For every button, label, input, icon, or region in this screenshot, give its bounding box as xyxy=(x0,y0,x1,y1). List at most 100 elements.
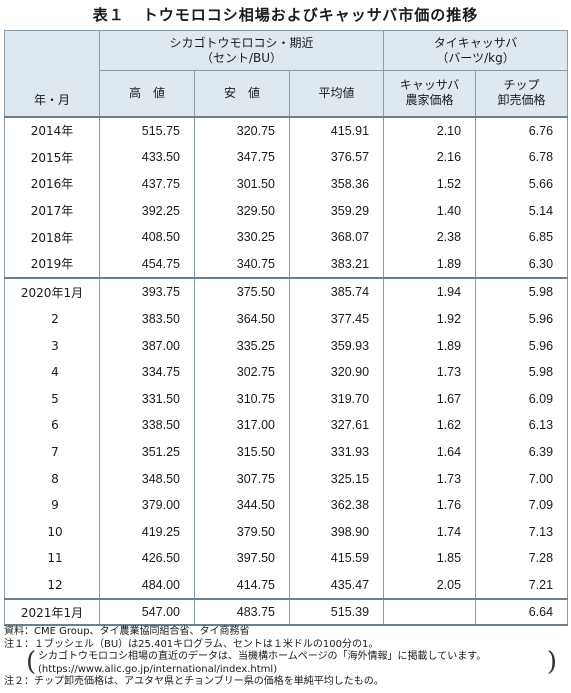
cell-chip: 5.96 xyxy=(475,332,569,359)
row-label: 5 xyxy=(4,385,100,413)
row-label: 2016年 xyxy=(4,170,100,198)
cell-chip: 6.30 xyxy=(475,250,569,279)
cell-low: 330.25 xyxy=(194,223,290,251)
cell-farm: 1.67 xyxy=(383,385,477,413)
row-label: 4 xyxy=(4,358,100,386)
cell-high: 454.75 xyxy=(99,250,195,279)
cell-avg: 383.21 xyxy=(288,250,385,279)
header-corn-title: シカゴトウモロコシ・期近 xyxy=(169,35,314,50)
table-row: 2 383.50 364.50 377.45 1.92 5.96 xyxy=(4,305,569,333)
note-1: 注１：１ブッシェル（BU）は25.401キログラム、セントは１米ドルの100分の… xyxy=(4,638,379,650)
row-label: 2 xyxy=(4,305,100,333)
table-row: 2016年 437.75 301.50 358.36 1.52 5.66 xyxy=(4,170,569,198)
table-row: 4 334.75 302.75 320.90 1.73 5.98 xyxy=(4,358,569,386)
cell-farm: 1.73 xyxy=(383,465,477,492)
table-row: 3 387.00 335.25 359.93 1.89 5.96 xyxy=(4,332,569,359)
cell-farm: 1.89 xyxy=(383,332,477,359)
header-corn-unit: （セント/BU） xyxy=(200,50,283,65)
cell-high: 379.00 xyxy=(99,491,195,519)
cell-chip: 7.00 xyxy=(475,465,569,492)
cell-avg: 319.70 xyxy=(288,385,385,413)
cell-chip: 6.09 xyxy=(475,385,569,413)
row-label: 2021年1月 xyxy=(4,598,100,627)
cell-farm: 1.92 xyxy=(383,305,477,333)
header-corn-group: シカゴトウモロコシ・期近 （セント/BU） xyxy=(98,30,385,71)
table-row: 7 351.25 315.50 331.93 1.64 6.39 xyxy=(4,438,569,466)
header-year-month: 年・月 xyxy=(4,30,100,117)
cell-high: 338.50 xyxy=(99,412,195,439)
cell-avg: 359.93 xyxy=(288,332,385,359)
cell-low: 379.50 xyxy=(194,518,290,545)
header-low: 安 値 xyxy=(194,70,290,117)
cell-farm xyxy=(383,598,477,627)
cell-avg: 435.47 xyxy=(288,571,385,600)
header-chip-line1: チップ xyxy=(503,78,540,93)
cell-low: 307.75 xyxy=(194,465,290,492)
cell-farm: 1.74 xyxy=(383,518,477,545)
cell-low: 375.50 xyxy=(194,277,290,306)
row-label: 12 xyxy=(4,571,100,600)
row-label: 11 xyxy=(4,545,100,572)
cell-chip: 7.09 xyxy=(475,491,569,519)
cell-chip: 6.85 xyxy=(475,223,569,251)
table-row: 2017年 392.25 329.50 359.29 1.40 5.14 xyxy=(4,197,569,224)
cell-high: 547.00 xyxy=(99,598,195,627)
cell-high: 331.50 xyxy=(99,385,195,413)
cell-low: 310.75 xyxy=(194,385,290,413)
cell-avg: 377.45 xyxy=(288,305,385,333)
cell-high: 437.75 xyxy=(99,170,195,198)
table-row: 2014年 515.75 320.75 415.91 2.10 6.76 xyxy=(4,115,569,145)
cell-high: 351.25 xyxy=(99,438,195,466)
cell-avg: 325.15 xyxy=(288,465,385,492)
cell-farm: 1.89 xyxy=(383,250,477,279)
table-row: 2020年1月 393.75 375.50 385.74 1.94 5.98 xyxy=(4,277,569,306)
row-label: 10 xyxy=(4,518,100,545)
cell-chip: 7.13 xyxy=(475,518,569,545)
cell-low: 320.75 xyxy=(194,115,290,145)
cell-chip: 6.13 xyxy=(475,412,569,439)
cell-high: 393.75 xyxy=(99,277,195,306)
table-row: 5 331.50 310.75 319.70 1.67 6.09 xyxy=(4,385,569,413)
cell-chip: 7.28 xyxy=(475,545,569,572)
cell-chip: 5.98 xyxy=(475,358,569,386)
cell-low: 329.50 xyxy=(194,197,290,224)
notes: 資料：CME Group、タイ農業協同組合省、タイ商務省 注１：１ブッシェル（B… xyxy=(4,626,567,689)
cell-farm: 2.10 xyxy=(383,115,477,145)
table-title: 表１ トウモロコシ相場およびキャッサバ市価の推移 xyxy=(0,4,571,25)
cell-high: 426.50 xyxy=(99,545,195,572)
table-title-text: トウモロコシ相場およびキャッサバ市価の推移 xyxy=(142,6,479,24)
row-label: 2019年 xyxy=(4,250,100,279)
cell-low: 344.50 xyxy=(194,491,290,519)
cell-farm: 1.94 xyxy=(383,277,477,306)
row-label: 2014年 xyxy=(4,115,100,145)
table-number: 表１ xyxy=(92,6,125,24)
cell-low: 302.75 xyxy=(194,358,290,386)
header-farm-line2: 農家価格 xyxy=(405,93,454,108)
table-row: 9 379.00 344.50 362.38 1.76 7.09 xyxy=(4,491,569,519)
header-cassava-title: タイキャッサバ xyxy=(433,35,518,50)
note-1-detail: シカゴトウモロコシ相場の直近のデータは、当機構ホームページの「海外情報」に掲載し… xyxy=(26,648,567,676)
cell-low: 483.75 xyxy=(194,598,290,627)
cell-high: 408.50 xyxy=(99,223,195,251)
cell-chip: 7.21 xyxy=(475,571,569,600)
row-label: 2020年1月 xyxy=(4,277,100,306)
cell-high: 392.25 xyxy=(99,197,195,224)
table-row: 2021年1月 547.00 483.75 515.39 6.64 xyxy=(4,598,569,627)
cell-chip: 5.66 xyxy=(475,170,569,198)
cell-avg: 331.93 xyxy=(288,438,385,466)
cell-low: 301.50 xyxy=(194,170,290,198)
table-row: 6 338.50 317.00 327.61 1.62 6.13 xyxy=(4,412,569,439)
row-label: 2017年 xyxy=(4,197,100,224)
row-label: 2018年 xyxy=(4,223,100,251)
table-row: 12 484.00 414.75 435.47 2.05 7.21 xyxy=(4,571,569,600)
cell-low: 317.00 xyxy=(194,412,290,439)
cell-farm: 1.64 xyxy=(383,438,477,466)
table-row: 10 419.25 379.50 398.90 1.74 7.13 xyxy=(4,518,569,545)
cell-avg: 358.36 xyxy=(288,170,385,198)
cell-avg: 327.61 xyxy=(288,412,385,439)
cell-chip: 5.14 xyxy=(475,197,569,224)
cell-low: 340.75 xyxy=(194,250,290,279)
cell-high: 348.50 xyxy=(99,465,195,492)
cell-farm: 2.05 xyxy=(383,571,477,600)
cell-avg: 376.57 xyxy=(288,144,385,171)
